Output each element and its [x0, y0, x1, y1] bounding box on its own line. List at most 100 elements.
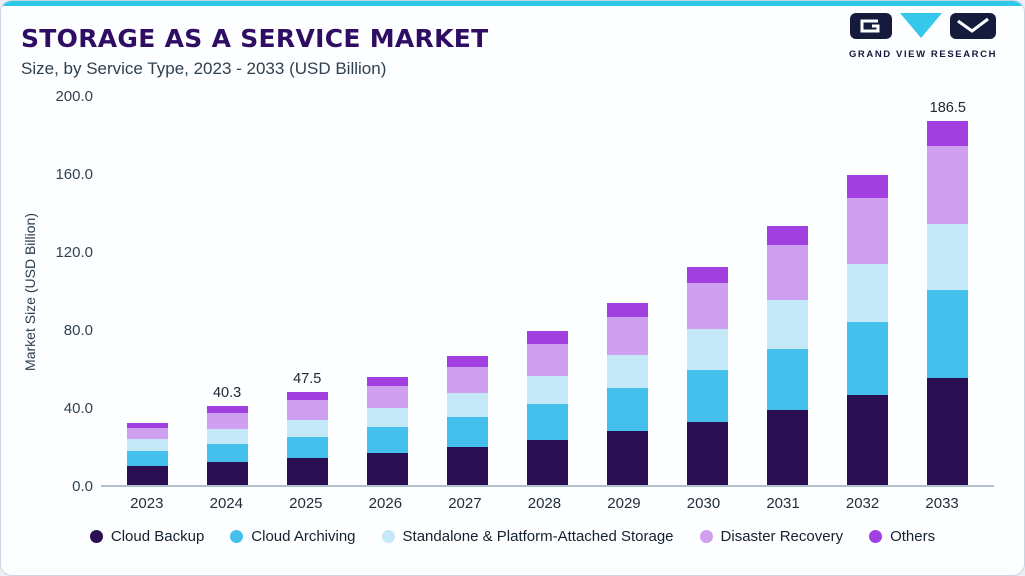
bar-2025: 47.5 [286, 371, 328, 485]
bar-2032 [847, 174, 889, 485]
legend-swatch [869, 530, 883, 543]
bar-segment [687, 266, 729, 284]
x-tick-label: 2024 [209, 495, 243, 512]
bar-segment [847, 322, 889, 396]
bar-segment [206, 461, 248, 485]
bar-segment [366, 427, 408, 453]
logo-wordmark: GRAND VIEW RESEARCH [848, 49, 998, 60]
legend-swatch [699, 530, 713, 543]
bar-segment [927, 290, 969, 378]
legend-swatch [89, 530, 103, 543]
bar-segment [847, 395, 889, 485]
bar-segment [206, 413, 248, 430]
x-tick-label: 2030 [686, 495, 721, 512]
bar-segment [526, 440, 568, 485]
x-tick-label: 2029 [607, 495, 641, 512]
bar-segment [847, 174, 889, 199]
y-axis-title-text: Market Size (USD Billion) [22, 213, 38, 371]
legend-item: Cloud Archiving [230, 528, 356, 545]
bar-segment [446, 393, 488, 417]
legend-item: Standalone & Platform-Attached Storage [381, 528, 674, 545]
bar-2030 [687, 266, 729, 485]
x-axis-labels: 2023 2024 2025 2026 2027 2028 2029 2030 2031 2032… [101, 495, 988, 512]
bar-segment [767, 225, 809, 246]
x-tick-label: 2025 [289, 495, 323, 512]
bar-segment [767, 245, 809, 300]
bar-segment [767, 409, 809, 485]
logo-marks-icon [850, 13, 996, 39]
bar-segment [286, 400, 328, 420]
bar-segment [607, 317, 648, 356]
x-tick-label: 2032 [845, 495, 880, 512]
bar-segment [526, 330, 568, 344]
bar-segment [687, 369, 729, 422]
bar-segment [446, 416, 488, 447]
bar-segment [927, 121, 969, 146]
bar-segment [286, 457, 328, 485]
bar-segment [286, 392, 328, 401]
legend: Cloud Backup Cloud Archiving Standalone & … [1, 528, 1024, 545]
legend-swatch [230, 530, 244, 543]
legend-label: Standalone & Platform-Attached Storage [402, 528, 674, 545]
legend-label: Cloud Archiving [251, 528, 356, 545]
bar-2027 [446, 356, 488, 485]
bar-total-label: 40.3 [212, 385, 242, 402]
bar-segment [286, 419, 328, 438]
y-tick-label: 80.0 [63, 322, 93, 339]
bar-segment [126, 439, 168, 451]
bar-segment [927, 145, 969, 224]
legend-label: Cloud Backup [110, 528, 205, 545]
x-tick-label: 2031 [766, 495, 800, 512]
bar-segment [687, 329, 729, 370]
bar-segment [607, 302, 648, 318]
bar-segment [446, 446, 488, 485]
y-tick-label: 40.0 [63, 400, 93, 417]
x-tick-label: 2028 [527, 495, 562, 512]
y-tick-label: 0.0 [72, 478, 93, 495]
y-tick-label: 200.0 [55, 88, 93, 105]
x-tick-label: 2027 [448, 495, 482, 512]
bar-segment [607, 355, 648, 389]
legend-item: Disaster Recovery [699, 528, 844, 545]
legend-item: Others [869, 528, 935, 545]
x-tick-label: 2033 [925, 495, 959, 512]
bar-segment [126, 465, 168, 485]
y-axis-ticks: 0.0 40.0 80.0 120.0 160.0 200.0 [43, 88, 101, 495]
y-axis-title: Market Size (USD Billion) [17, 97, 43, 487]
bar-2029 [607, 302, 648, 485]
bar-segment [446, 367, 488, 394]
accent-top-bar [1, 1, 1024, 6]
legend-item: Cloud Backup [89, 528, 205, 545]
bar-segment [126, 450, 168, 466]
legend-label: Others [890, 528, 936, 545]
bar-segment [366, 452, 408, 485]
bar-segment [206, 429, 248, 445]
page-title: STORAGE AS A SERVICE MARKET [21, 24, 489, 53]
bar-segment [526, 375, 568, 405]
bar-segment [767, 348, 809, 410]
bar-2028 [526, 330, 568, 485]
bars-area: 40.3 47.5 186.5 [101, 97, 994, 487]
bar-segment [607, 431, 648, 485]
bar-total-label: 186.5 [929, 100, 966, 117]
bar-2031 [767, 225, 809, 485]
y-tick-label: 120.0 [55, 244, 93, 261]
grand-view-research-logo: GRAND VIEW RESEARCH [848, 12, 998, 60]
x-tick-label: 2026 [368, 495, 403, 512]
y-tick-label: 160.0 [55, 166, 93, 183]
bar-segment [526, 343, 568, 376]
bar-segment [366, 376, 408, 386]
bar-segment [847, 198, 889, 264]
bar-segment [927, 377, 969, 485]
bar-segment [687, 421, 729, 485]
bar-segment [767, 299, 809, 349]
bar-2023 [126, 422, 168, 485]
chart-area: Market Size (USD Billion) 0.0 40.0 80.0 120… [1, 83, 1024, 495]
page-subtitle: Size, by Service Type, 2023 - 2033 (USD … [21, 59, 387, 78]
bar-segment [446, 356, 488, 368]
legend-label: Disaster Recovery [720, 528, 844, 545]
bar-segment [607, 388, 648, 432]
bar-segment [206, 406, 248, 414]
bar-segment [526, 404, 568, 441]
